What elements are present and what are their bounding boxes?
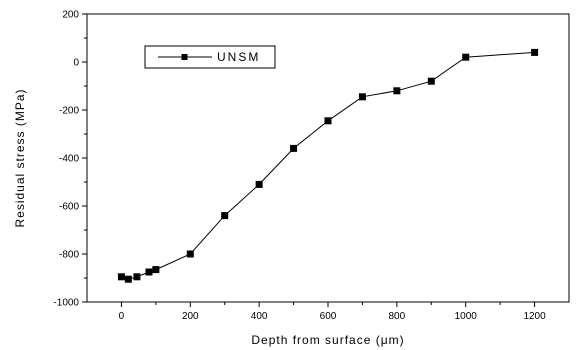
data-point-marker [133,273,140,280]
data-point-marker [145,269,152,276]
data-point-marker [125,276,132,283]
data-point-marker [187,251,194,258]
y-tick-label: 200 [62,10,79,21]
y-tick-label: -1000 [53,298,79,309]
y-tick-label: -600 [59,202,79,213]
y-tick-label: -200 [59,106,79,117]
data-point-marker [428,78,435,85]
data-point-marker [256,181,263,188]
x-tick-label: 400 [251,311,268,322]
data-point-marker [359,93,366,100]
legend: UNSM [145,46,275,68]
data-point-marker [393,87,400,94]
data-point-marker [531,49,538,56]
data-point-marker [221,212,228,219]
y-tick-label: -400 [59,154,79,165]
data-point-marker [118,273,125,280]
y-axis-ticks: 200 0 -200 -400 -600 -800 -1000 [53,10,87,309]
x-tick-label: 800 [389,311,406,322]
x-axis-ticks: 0 200 400 600 800 1000 1200 [119,302,546,322]
series-markers-unsm [118,49,538,283]
y-tick-label: 0 [73,58,79,69]
legend-entry-unsm: UNSM [217,50,260,64]
data-point-marker [290,145,297,152]
x-axis-title: Depth from surface (μm) [251,333,404,347]
x-tick-label: 1000 [455,311,478,322]
legend-marker-sample [182,54,188,60]
data-point-marker [325,117,332,124]
x-tick-label: 1200 [523,311,546,322]
y-tick-label: -800 [59,250,79,261]
data-point-marker [152,266,159,273]
series-line-unsm [121,52,534,279]
data-point-marker [462,54,469,61]
y-axis-title: Residual stress (MPa) [13,88,27,227]
x-tick-label: 200 [182,311,199,322]
x-tick-label: 0 [119,311,125,322]
x-tick-label: 600 [320,311,337,322]
